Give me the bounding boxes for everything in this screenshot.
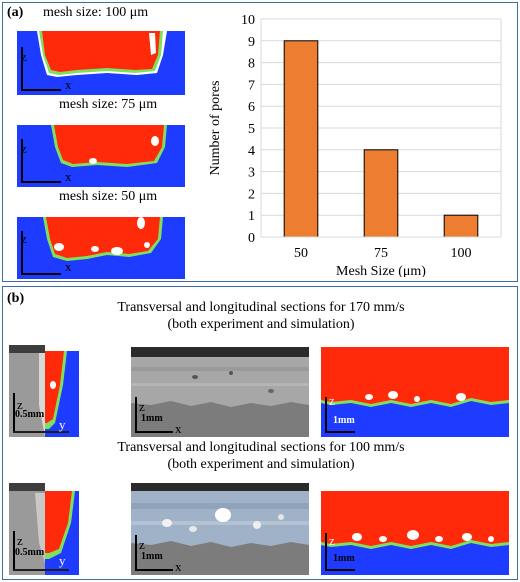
row1-long-axis-x: x: [175, 421, 182, 436]
panel-a-label: (a): [7, 5, 24, 20]
panel-b: (b) Transversal and longitudinal section…: [2, 286, 518, 580]
row1-sim-axis-z-line: [325, 397, 327, 433]
row1-caption-line1: Transversal and longitudinal sections fo…: [117, 300, 405, 315]
row2-long-axis-x: x: [175, 559, 182, 574]
row2-long-axis-x-line: [135, 569, 173, 571]
mesh-50-caption: mesh size: 50 μm: [59, 189, 158, 204]
y-tick-label: 8: [248, 57, 255, 72]
row2-sim-axis-z-line: [325, 533, 327, 571]
row2-transversal-section: [9, 483, 79, 575]
row2-trans-axis-y-line: [13, 569, 69, 571]
panel-a: (a) mesh size: 100 μm z x mesh size: 75 …: [2, 2, 518, 282]
row1-sim-scale: 1mm: [333, 415, 355, 426]
sim-100-axis-x: x: [65, 77, 72, 92]
sim-50-axis-x: x: [65, 259, 72, 274]
chart-ticks: 0 1 2 3 4 5 6 7 8 9 10 50 75 100: [241, 13, 472, 261]
mesh-100-caption: mesh size: 100 μm: [43, 5, 149, 20]
y-tick-label: 3: [248, 166, 255, 181]
x-tick-label: 75: [374, 246, 388, 261]
row1-sim-axis-z: z: [329, 393, 335, 408]
y-axis-label: Number of pores: [208, 81, 223, 176]
y-tick-label: 0: [248, 231, 255, 246]
row2-sim-scale: 1mm: [333, 553, 355, 564]
y-tick-label: 10: [241, 13, 255, 28]
chart-bars: [283, 40, 479, 238]
sim-mesh-100: [17, 25, 185, 95]
row1-caption-line2: (both experiment and simulation): [167, 317, 355, 332]
row2-longitudinal-experiment: [131, 483, 309, 575]
row1-trans-scale: 0.5mm: [15, 409, 45, 420]
row1-trans-axis-z: z: [17, 397, 23, 412]
sim-75-axis-z: z: [21, 141, 27, 156]
row1-longitudinal-experiment: [131, 347, 309, 437]
x-axis-label: Mesh Size (μm): [336, 264, 426, 277]
mesh-75-caption: mesh size: 75 μm: [59, 97, 158, 112]
x-tick-label: 100: [451, 246, 472, 261]
row1-long-axis-x-line: [135, 431, 173, 433]
row2-long-axis-z-line: [135, 535, 137, 571]
panel-b-label: (b): [7, 291, 25, 306]
sim-mesh-75: [17, 117, 185, 187]
row2-caption-line1: Transversal and longitudinal sections fo…: [117, 440, 405, 455]
row2-sim-axis-z: z: [329, 533, 335, 548]
row2-caption-line2: (both experiment and simulation): [167, 457, 355, 472]
row1-trans-axis-z-line: [13, 393, 15, 433]
row1-simulation: [321, 347, 509, 437]
pores-bar-chart: 0 1 2 3 4 5 6 7 8 9 10 50 75 100 Number of pores Mesh…: [208, 13, 502, 277]
sim-100-axis-z: z: [21, 49, 27, 64]
row2-trans-scale: 0.5mm: [15, 547, 45, 558]
row1-trans-axis-y-line: [13, 431, 69, 433]
row1-transversal-section: [9, 345, 79, 437]
sim-mesh-50: [17, 209, 185, 279]
x-tick-label: 50: [294, 246, 308, 261]
y-tick-label: 7: [248, 78, 255, 93]
row1-sim-axis-x-line: [325, 431, 355, 433]
row2-trans-axis-z: z: [17, 533, 23, 548]
sim-mesh-100-image: [17, 25, 185, 95]
sim-mesh-50-image: [17, 209, 185, 279]
sim-50-axis-z: z: [21, 231, 27, 246]
row2-long-axis-z: z: [139, 537, 145, 552]
sim-mesh-75-image: [17, 117, 185, 187]
bar-75: [363, 149, 399, 238]
y-tick-label: 1: [248, 209, 255, 224]
row2-simulation: [321, 487, 509, 575]
sim-75-axis-x: x: [65, 169, 72, 184]
y-tick-label: 2: [248, 187, 255, 202]
row1-long-axis-z-line: [135, 397, 137, 433]
row1-trans-axis-y: y: [59, 417, 66, 432]
row1-long-axis-z: z: [139, 399, 145, 414]
y-tick-label: 4: [248, 144, 255, 159]
row2-trans-axis-y: y: [59, 553, 66, 568]
row2-long-scale: 1mm: [141, 551, 163, 562]
row1-caption: Transversal and longitudinal sections fo…: [3, 299, 519, 333]
row2-sim-axis-x-line: [325, 569, 355, 571]
plot-frame: [260, 18, 502, 238]
row1-long-scale: 1mm: [141, 413, 163, 424]
bar-100: [443, 214, 479, 238]
row2-trans-axis-z-line: [13, 531, 15, 571]
bar-50: [283, 40, 319, 238]
y-tick-label: 6: [248, 100, 255, 115]
row2-caption: Transversal and longitudinal sections fo…: [3, 439, 519, 473]
y-tick-label: 5: [248, 122, 255, 137]
y-tick-label: 9: [248, 35, 255, 50]
